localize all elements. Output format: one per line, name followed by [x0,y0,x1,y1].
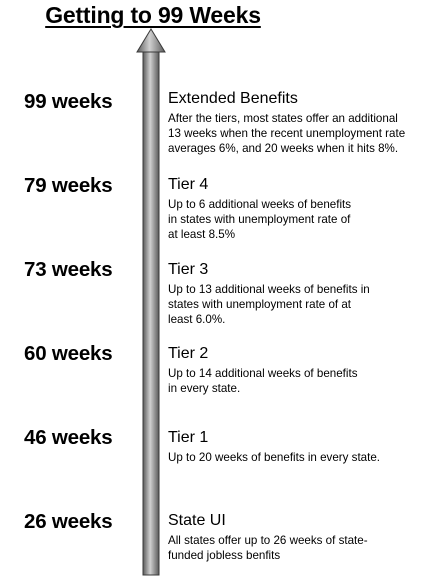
week-label-99: 99 weeks [24,90,113,113]
tier-name: Extended Benefits [168,90,298,107]
tier-extended-benefits: Extended Benefits After the tiers, most … [168,89,438,156]
arrow-head [136,28,166,53]
tier-description: After the tiers, most states offer an ad… [168,111,438,156]
desc-line: states with unemployment rate of at [168,298,352,311]
desc-line: Up to 14 additional weeks of benefits [168,367,358,380]
desc-line: in states with unemployment rate of [168,213,351,226]
tier-name: State UI [168,512,226,529]
tier-description: Up to 20 weeks of benefits in every stat… [168,450,438,465]
tier-name: Tier 3 [168,261,209,278]
tier-name: Tier 4 [168,176,209,193]
tier-3: Tier 3 Up to 13 additional weeks of bene… [168,260,438,327]
tier-description: All states offer up to 26 weeks of state… [168,533,438,563]
week-label-73: 73 weeks [24,258,113,281]
upward-arrow [136,28,166,576]
desc-line: Up to 6 additional weeks of benefits [168,198,352,211]
desc-line: All states offer up to 26 weeks of state… [168,534,368,547]
desc-line: in every state. [168,382,241,395]
desc-line: Up to 13 additional weeks of benefits in [168,283,370,296]
week-label-79: 79 weeks [24,174,113,197]
tier-4: Tier 4 Up to 6 additional weeks of benef… [168,175,438,242]
tier-description: Up to 6 additional weeks of benefits in … [168,197,438,242]
desc-line: at least 8.5% [168,228,236,241]
desc-line: After the tiers, most states offer an ad… [168,112,398,125]
tier-description: Up to 13 additional weeks of benefits in… [168,282,438,327]
tier-name: Tier 2 [168,345,209,362]
tier-description: Up to 14 additional weeks of benefits in… [168,366,438,396]
desc-line: least 6.0%. [168,313,226,326]
week-label-46: 46 weeks [24,426,113,449]
desc-line: Up to 20 weeks of benefits in every stat… [168,451,381,464]
week-label-26: 26 weeks [24,510,113,533]
desc-line: averages 6%, and 20 weeks when it hits 8… [168,142,399,155]
desc-line: funded jobless benfits [168,549,281,562]
arrow-shaft [142,51,160,576]
week-label-60: 60 weeks [24,342,113,365]
diagram-title: Getting to 99 Weeks [45,2,261,28]
tier-state-ui: State UI All states offer up to 26 weeks… [168,511,438,563]
tier-name: Tier 1 [168,429,209,446]
desc-line: 13 weeks when the recent unemployment ra… [168,127,406,140]
tier-1: Tier 1 Up to 20 weeks of benefits in eve… [168,428,438,465]
tier-2: Tier 2 Up to 14 additional weeks of bene… [168,344,438,396]
